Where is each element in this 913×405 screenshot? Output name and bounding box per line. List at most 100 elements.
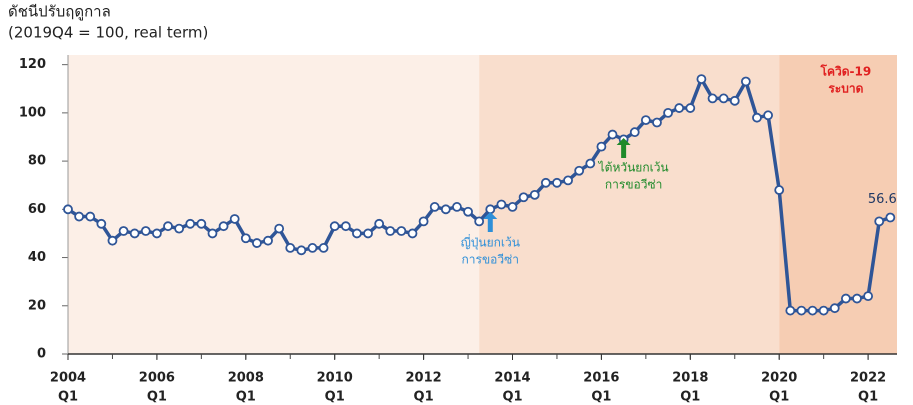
data-point — [252, 238, 262, 248]
data-point — [374, 218, 385, 229]
data-point — [840, 293, 851, 304]
annotation-arrow-head — [483, 212, 498, 219]
data-point — [652, 117, 662, 128]
data-point — [96, 218, 107, 229]
data-point — [818, 305, 829, 316]
data-point — [607, 129, 618, 140]
data-point — [685, 103, 696, 113]
y-tick-label: 100 — [19, 105, 46, 120]
data-point — [518, 192, 529, 203]
y-tick-label: 80 — [28, 154, 46, 169]
x-tick-sublabel: Q1 — [769, 390, 789, 405]
x-tick-label: 2010 — [317, 371, 353, 386]
data-point — [707, 93, 718, 104]
data-point — [352, 228, 362, 239]
x-tick-sublabel: Q1 — [414, 390, 434, 405]
data-point — [674, 103, 685, 113]
data-point — [263, 235, 273, 246]
data-point — [496, 199, 507, 210]
data-point — [807, 305, 818, 316]
data-point — [407, 228, 418, 239]
x-tick-label: 2004 — [50, 371, 86, 386]
data-point — [418, 216, 429, 227]
chart-title: ดัชนีปรับฤดูกาล — [8, 3, 111, 21]
chart-subtitle: (2019Q4 = 100, real term) — [8, 24, 208, 42]
data-point — [640, 115, 651, 126]
data-point — [774, 185, 785, 195]
x-tick-label: 2020 — [761, 371, 797, 386]
data-point — [185, 218, 196, 229]
y-tick-label: 40 — [28, 250, 46, 265]
x-tick-label: 2006 — [139, 371, 175, 386]
data-point — [740, 76, 751, 87]
annotation-text: การขอวีซ่า — [605, 178, 662, 192]
annotation-text: ระบาด — [828, 82, 863, 96]
data-point — [574, 165, 585, 176]
x-tick-sublabel: Q1 — [147, 390, 167, 405]
data-point — [718, 93, 729, 104]
data-point — [129, 228, 140, 239]
data-point — [563, 175, 573, 186]
x-tick-label: 2018 — [672, 371, 708, 386]
data-label: 56.6 — [868, 192, 897, 207]
data-point — [629, 127, 640, 138]
annotation-text: ไต้หวันยกเว้น — [598, 161, 669, 175]
data-point — [174, 223, 185, 234]
data-point — [874, 216, 885, 227]
data-point — [318, 243, 329, 253]
data-point — [463, 206, 473, 217]
data-point — [796, 305, 807, 316]
data-point — [329, 221, 340, 232]
data-point — [285, 243, 296, 253]
data-point — [585, 158, 596, 169]
data-point — [196, 218, 207, 229]
data-point — [440, 204, 451, 215]
data-point — [118, 226, 129, 236]
data-point — [829, 303, 840, 314]
shaded-region — [68, 55, 480, 354]
data-point — [852, 293, 862, 304]
x-tick-sublabel: Q1 — [502, 390, 522, 405]
data-point — [207, 228, 218, 239]
x-tick-label: 2008 — [228, 371, 264, 386]
y-tick-label: 0 — [37, 347, 46, 362]
data-point — [396, 226, 407, 236]
data-point — [529, 189, 540, 200]
x-tick-sublabel: Q1 — [58, 390, 78, 405]
x-tick-sublabel: Q1 — [325, 390, 345, 405]
y-tick-label: 60 — [28, 202, 46, 217]
data-point — [763, 110, 773, 121]
data-point — [885, 212, 896, 223]
y-tick-label: 120 — [19, 57, 46, 72]
data-point — [229, 214, 240, 224]
data-point — [74, 211, 85, 222]
data-point — [474, 216, 485, 227]
data-point — [340, 221, 351, 232]
x-tick-sublabel: Q1 — [680, 390, 700, 405]
data-point — [163, 221, 173, 232]
data-point — [752, 112, 762, 123]
x-tick-sublabel: Q1 — [858, 390, 878, 405]
data-point — [218, 221, 229, 232]
data-point — [152, 228, 162, 239]
annotation-text: ญี่ปุ่นยกเว้น — [461, 234, 520, 251]
data-point — [307, 243, 318, 253]
data-point — [552, 177, 562, 188]
x-tick-label: 2022 — [850, 371, 886, 386]
annotation-text: โควิด-19 — [820, 64, 872, 79]
data-point — [863, 291, 874, 302]
data-point — [85, 211, 96, 222]
data-point — [696, 74, 707, 85]
data-point — [596, 141, 607, 152]
data-point — [663, 107, 673, 118]
annotation-arrow-head — [616, 138, 631, 145]
data-point — [785, 305, 796, 316]
data-point — [274, 223, 285, 234]
x-tick-label: 2014 — [494, 371, 530, 386]
data-point — [452, 202, 462, 212]
data-point — [107, 235, 118, 246]
annotation-text: การขอวีซ่า — [462, 253, 519, 267]
x-tick-sublabel: Q1 — [591, 390, 611, 405]
x-tick-sublabel: Q1 — [236, 390, 256, 405]
data-point — [296, 245, 307, 256]
